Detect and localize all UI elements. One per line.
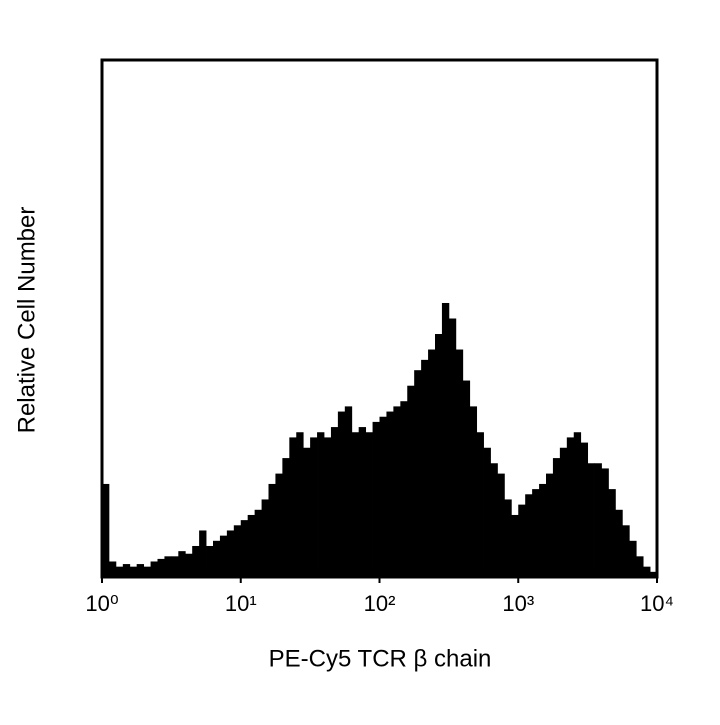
bar (525, 494, 533, 577)
bar (448, 318, 457, 577)
bar (282, 458, 290, 577)
bar (219, 535, 228, 577)
x-tick-label: 10³ (502, 591, 534, 616)
bar (206, 545, 214, 577)
bar (414, 370, 422, 577)
bar (317, 432, 325, 577)
bar (108, 561, 117, 577)
bar (455, 349, 464, 577)
bar (247, 514, 256, 577)
bar (539, 483, 547, 577)
bar (143, 566, 151, 577)
bar (178, 551, 186, 577)
bar (199, 530, 207, 577)
bar (296, 432, 304, 577)
bar (303, 447, 311, 577)
bar (261, 499, 269, 577)
bar (171, 556, 179, 577)
bar (310, 437, 318, 577)
bar (330, 427, 339, 577)
bar (546, 473, 554, 577)
bar (393, 406, 401, 577)
x-tick-label: 10² (364, 591, 396, 616)
bar (379, 416, 387, 577)
bar (400, 401, 408, 577)
bar (233, 525, 242, 577)
bar (601, 468, 609, 577)
bar (559, 447, 568, 577)
bar (337, 411, 346, 577)
bar (650, 571, 658, 577)
bar (469, 406, 478, 577)
bar (636, 556, 644, 577)
bar (136, 564, 145, 577)
bar (213, 540, 221, 577)
bar (532, 489, 540, 577)
bar (115, 566, 124, 577)
bar (615, 509, 623, 577)
bar (428, 349, 436, 577)
bar (358, 427, 367, 577)
bar (441, 302, 450, 577)
bar (164, 556, 172, 577)
bar (150, 561, 158, 577)
bar (407, 385, 415, 577)
bar (240, 520, 249, 577)
bar (497, 473, 505, 577)
bar (608, 489, 616, 577)
bar (226, 530, 235, 577)
bar (622, 525, 630, 577)
bar (275, 473, 283, 577)
bar (476, 432, 484, 577)
bar (323, 437, 332, 577)
bar (344, 406, 353, 577)
bar (122, 564, 131, 577)
bar (192, 545, 200, 577)
bar (504, 499, 512, 577)
bar (643, 566, 651, 577)
bar (421, 359, 429, 577)
bar (435, 334, 443, 577)
bar (483, 447, 491, 577)
bar (552, 458, 561, 577)
y-axis-label: Relative Cell Number (13, 207, 40, 434)
bar (573, 432, 582, 577)
bar (462, 380, 471, 577)
bar (254, 509, 262, 577)
bar (268, 483, 276, 577)
bar (386, 411, 394, 577)
x-tick-label: 10¹ (225, 591, 257, 616)
bar (566, 437, 575, 577)
x-tick-label: 10⁰ (85, 591, 118, 616)
bar (518, 504, 526, 577)
bar (372, 421, 380, 577)
bar (594, 463, 602, 577)
bar (102, 483, 110, 577)
x-axis-label: PE-Cy5 TCR β chain (269, 645, 492, 672)
x-tick-label: 10⁴ (640, 591, 674, 616)
bar (289, 437, 297, 577)
bar (351, 432, 360, 577)
bar (185, 553, 193, 577)
bar (511, 514, 519, 577)
bar (580, 442, 589, 577)
bar (587, 463, 595, 577)
bar (365, 432, 373, 577)
bar (129, 566, 138, 577)
bar (490, 463, 498, 577)
bar (157, 558, 165, 577)
bar (629, 540, 637, 577)
